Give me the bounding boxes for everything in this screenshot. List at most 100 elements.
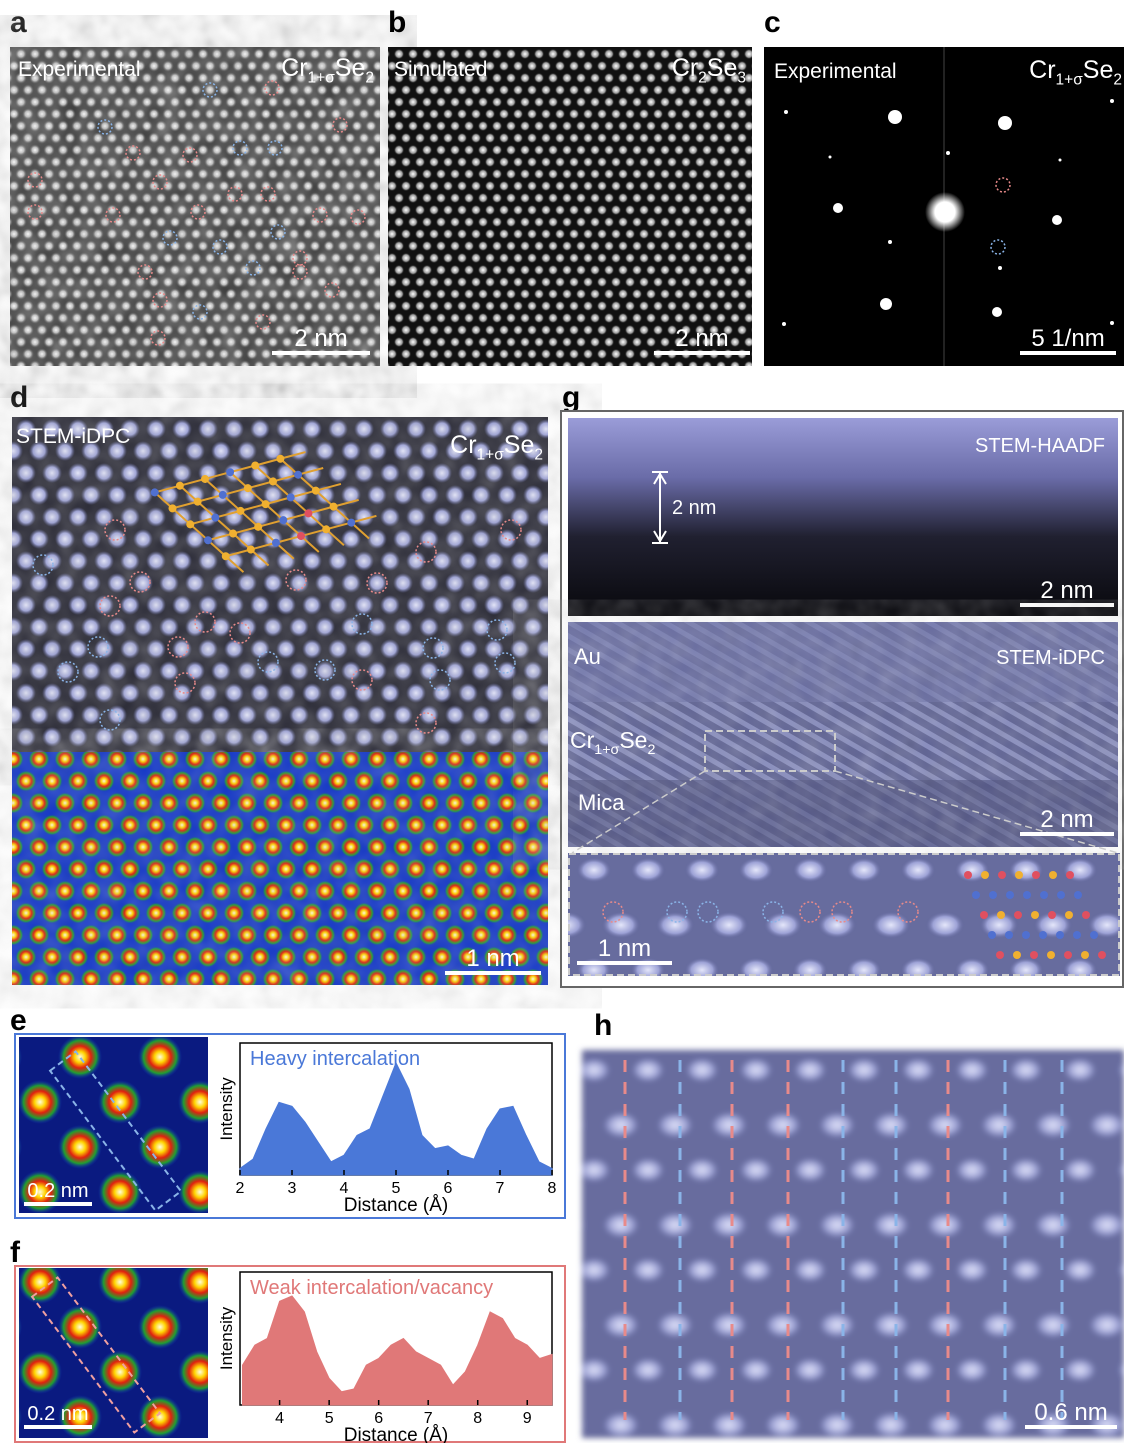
scale-bar-label: 0.2 nm [27, 1403, 88, 1425]
formula: Cr2Se3 [672, 54, 746, 86]
formula-text: Se [619, 727, 647, 753]
scale-bar-label: 2 nm [675, 325, 728, 352]
diffraction-spot [946, 151, 950, 155]
formula-subscript: 2 [647, 742, 655, 758]
atom [1015, 871, 1023, 879]
atom [1049, 871, 1057, 879]
formula-subscript: 1+σ [308, 69, 336, 86]
atom [972, 891, 980, 899]
scale-bar-label: 2 nm [294, 325, 347, 352]
scale-bar-label: 1 nm [466, 945, 519, 972]
formula-text: Cr [570, 727, 595, 753]
image-noise [12, 417, 548, 752]
diffraction-spot [998, 116, 1012, 130]
layer-label: Mica [578, 790, 625, 815]
formula-subscript: 2 [534, 446, 543, 463]
atom [1048, 911, 1056, 919]
chart-title: Heavy intercalation [250, 1048, 420, 1070]
atom [1057, 891, 1065, 899]
diffraction-spot [1110, 321, 1114, 325]
atom [1090, 931, 1098, 939]
scale-bar-label: 0.2 nm [27, 1180, 88, 1202]
diffraction-spot [1110, 99, 1114, 103]
chart-title: Weak intercalation/vacancy [250, 1277, 493, 1299]
x-tick-label: 9 [523, 1410, 532, 1427]
atom [988, 931, 996, 939]
atom [1098, 951, 1106, 959]
caption: STEM-iDPC [996, 647, 1105, 669]
panel-label: h [594, 1009, 612, 1042]
scale-bar-label: 1 nm [598, 935, 651, 962]
layer-label: Au [574, 644, 601, 669]
diffraction-spot [782, 322, 786, 326]
atom [996, 951, 1004, 959]
caption: STEM-iDPC [16, 425, 130, 448]
diffraction-spot [833, 203, 843, 213]
atom [1066, 871, 1074, 879]
diffraction-spot [880, 298, 892, 310]
scale-bar-label: 2 nm [1040, 806, 1093, 833]
formula-text: Cr [281, 54, 307, 82]
panel-label: f [10, 1236, 21, 1269]
diffraction-spot [992, 307, 1002, 317]
caption: Experimental [18, 58, 141, 81]
x-tick-label: 4 [275, 1410, 284, 1427]
atom [1031, 911, 1039, 919]
formula-text: Se [1083, 56, 1114, 84]
simulated-image [388, 47, 752, 366]
atom [980, 911, 988, 919]
stem-image [582, 1050, 1124, 1438]
x-axis-label: Distance (Å) [344, 1195, 449, 1216]
formula-text: Cr [672, 54, 698, 82]
atom [1022, 931, 1030, 939]
figure: aExperimentalCr1+σSe22 nmbSimulatedCr2Se… [0, 0, 1124, 1443]
x-tick-label: 2 [236, 1180, 245, 1197]
atom [1039, 931, 1047, 939]
atom [1014, 911, 1022, 919]
y-axis-label: Intensity [217, 1306, 236, 1370]
diffraction-spot [784, 110, 788, 114]
atom [1073, 931, 1081, 939]
formula-text: Se [504, 431, 535, 459]
caption: Simulated [394, 58, 487, 81]
formula-subscript: 2 [1113, 71, 1122, 88]
panel-label: g [562, 381, 580, 414]
formula-subscript: 2 [698, 69, 707, 86]
formula-text: Cr [1029, 56, 1055, 84]
formula-subscript: 2 [365, 69, 374, 86]
caption: STEM-HAADF [975, 435, 1105, 457]
thickness-label: 2 nm [672, 497, 716, 519]
atom [1056, 931, 1064, 939]
x-tick-label: 7 [496, 1180, 505, 1197]
atom [1030, 951, 1038, 959]
scale-bar-label: 2 nm [1040, 577, 1093, 604]
atom [981, 871, 989, 879]
atom [1074, 891, 1082, 899]
atom [1081, 951, 1089, 959]
diffraction-spot [888, 240, 892, 244]
diffraction-spot [1059, 159, 1062, 162]
atom [998, 871, 1006, 879]
formula-subscript: 1+σ [594, 742, 619, 758]
caption: Experimental [774, 60, 897, 83]
atom [1082, 911, 1090, 919]
formula-text: Se [707, 54, 738, 82]
x-tick-label: 5 [325, 1410, 334, 1427]
atom [1064, 951, 1072, 959]
scale-bar-label: 5 1/nm [1031, 325, 1104, 352]
x-tick-label: 3 [288, 1180, 297, 1197]
formula-subscript: 1+σ [1056, 71, 1084, 88]
atom [1006, 891, 1014, 899]
diffraction-spot [829, 156, 832, 159]
x-tick-label: 8 [473, 1410, 482, 1427]
diffraction-spot [888, 110, 902, 124]
atom [1023, 891, 1031, 899]
atom [1032, 871, 1040, 879]
diffraction-spot [998, 266, 1002, 270]
x-axis-label: Distance (Å) [344, 1425, 449, 1443]
formula-text: Cr [450, 431, 476, 459]
diffraction-spot [1052, 215, 1062, 225]
formula-text: Se [335, 54, 366, 82]
panel-label: b [388, 6, 406, 39]
scale-bar-label: 0.6 nm [1034, 1399, 1107, 1426]
